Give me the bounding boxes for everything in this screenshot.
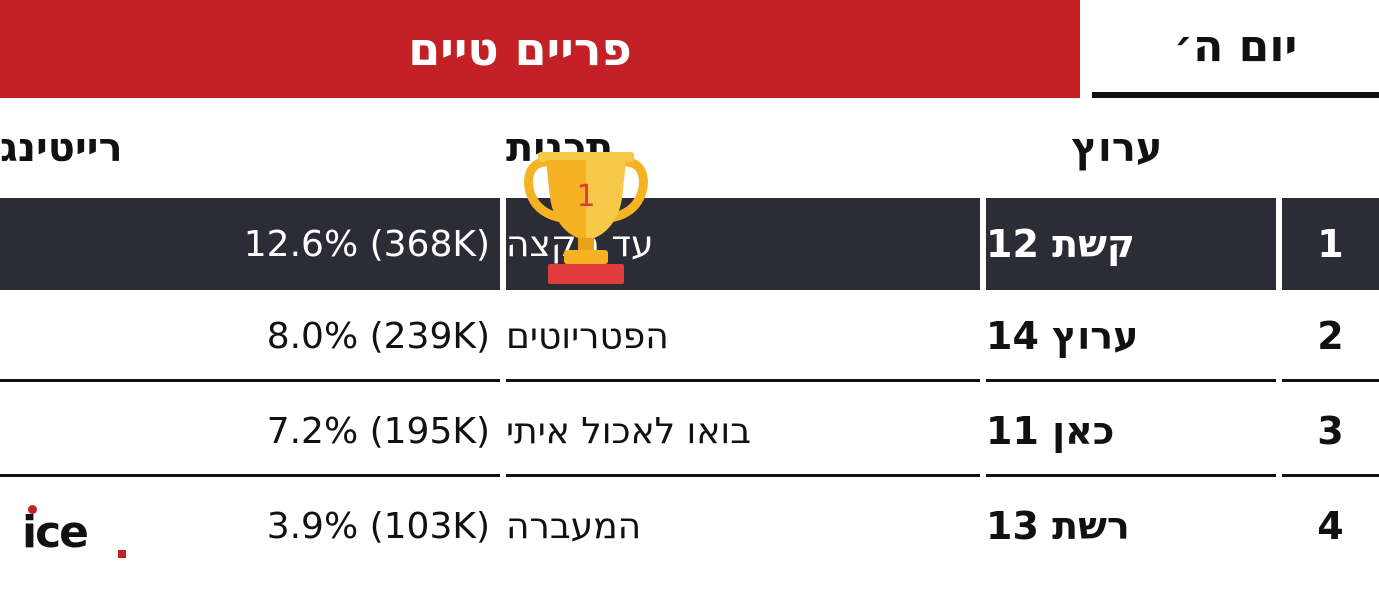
row-divider bbox=[1282, 379, 1379, 382]
trophy-number: 1 bbox=[576, 179, 595, 214]
rank-cell: 1 bbox=[1282, 198, 1379, 290]
row-divider bbox=[506, 474, 980, 477]
row-divider bbox=[986, 379, 1276, 382]
trophy-icon: 1 bbox=[524, 152, 648, 284]
rating-cell: 12.6% (368K) bbox=[0, 198, 500, 290]
table-row: 4 רשת 13 המעברה 3.9% (103K) bbox=[0, 480, 1379, 572]
banner-title: פריים טיים bbox=[408, 22, 632, 76]
logo-dot bbox=[28, 505, 37, 514]
show-cell: המעברה bbox=[506, 505, 642, 547]
show-cell: הפטריוטים bbox=[506, 315, 669, 357]
row-divider bbox=[506, 379, 980, 382]
channel-cell: רשת 13 bbox=[986, 504, 1130, 548]
row-divider bbox=[0, 379, 500, 382]
header-channel: ערוץ bbox=[1071, 125, 1163, 171]
row-divider bbox=[986, 474, 1276, 477]
rating-cell: 8.0% (239K) bbox=[266, 315, 490, 357]
rank-cell: 2 bbox=[1317, 314, 1344, 358]
day-underline bbox=[1092, 92, 1379, 98]
logo-period bbox=[118, 550, 126, 558]
rank-cell: 4 bbox=[1317, 504, 1344, 548]
channel-cell: קשת 12 bbox=[986, 198, 1276, 290]
channel-cell: ערוץ 14 bbox=[986, 314, 1139, 358]
row-divider bbox=[0, 474, 500, 477]
table-row: 3 כאן 11 בואו לאכול איתי 7.2% (195K) bbox=[0, 385, 1379, 477]
row-divider bbox=[1282, 474, 1379, 477]
table-row: 2 ערוץ 14 הפטריוטים 8.0% (239K) bbox=[0, 290, 1379, 382]
show-cell: בואו לאכול איתי bbox=[506, 410, 752, 452]
logo-text: ice bbox=[22, 507, 89, 558]
header-rating: רייטינג bbox=[0, 125, 123, 171]
channel-cell: כאן 11 bbox=[986, 409, 1115, 453]
rating-cell: 3.9% (103K) bbox=[266, 505, 490, 547]
rank-cell: 3 bbox=[1317, 409, 1344, 453]
table-row: 1 קשת 12 עד הקצה 12.6% (368K) bbox=[0, 198, 1379, 290]
prime-time-banner: פריים טיים bbox=[0, 0, 1080, 98]
day-label: יום ה׳ bbox=[1173, 20, 1298, 72]
rating-cell: 7.2% (195K) bbox=[266, 410, 490, 452]
ice-logo: ice bbox=[22, 505, 126, 561]
